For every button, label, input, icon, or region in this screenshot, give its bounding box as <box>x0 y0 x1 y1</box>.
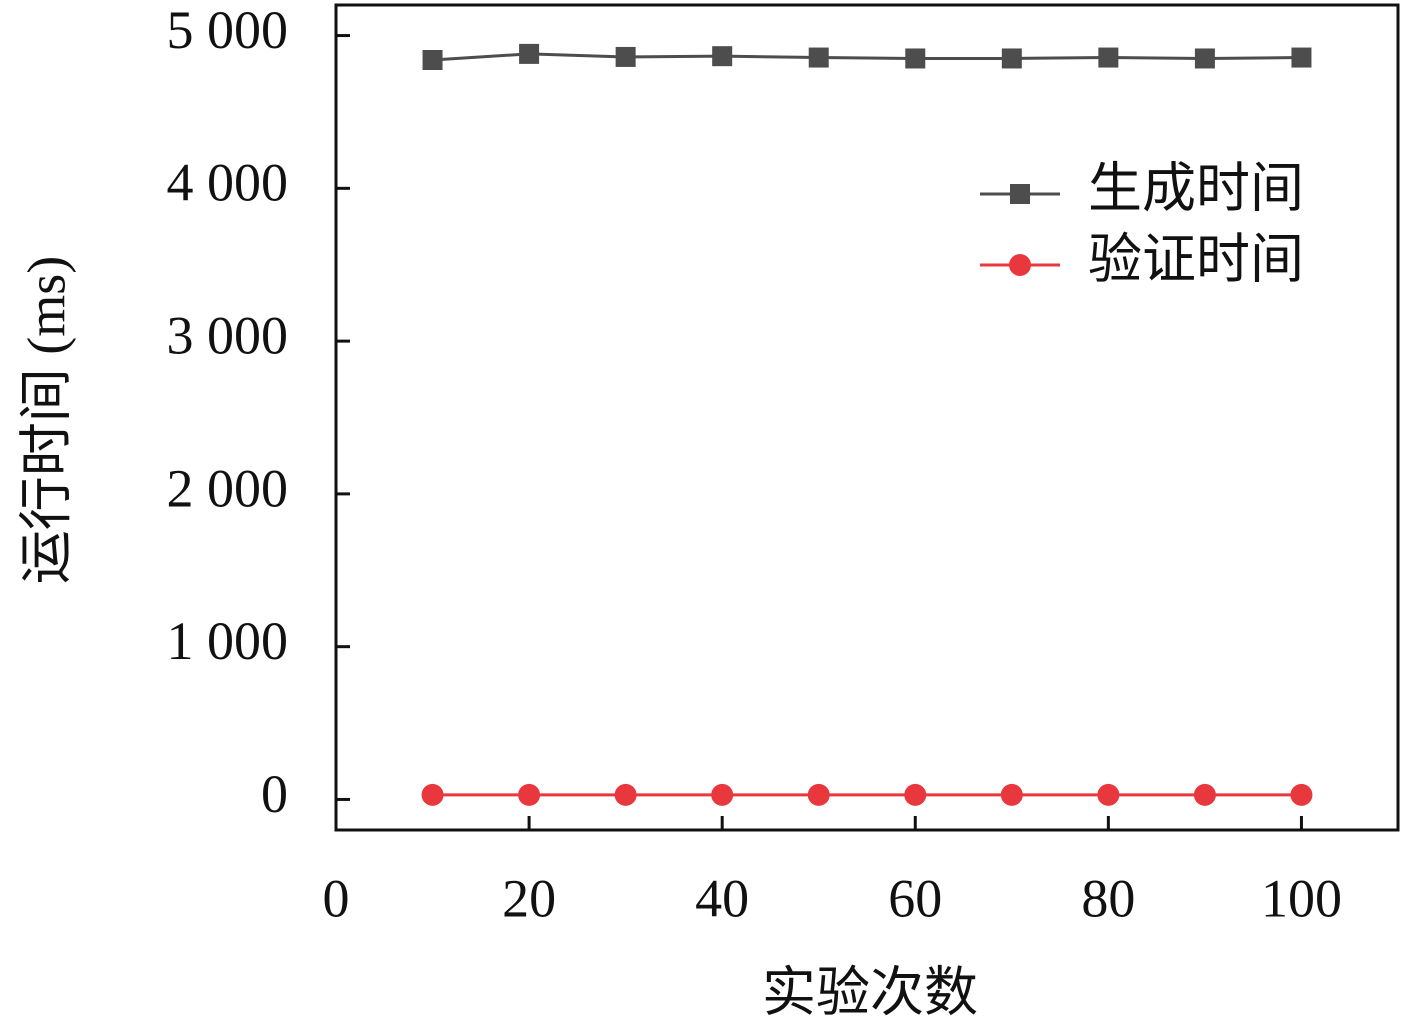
x-tick-label: 0 <box>323 868 350 928</box>
marker <box>1098 47 1119 68</box>
x-tick-label: 80 <box>1081 868 1135 928</box>
y-tick-label: 2 000 <box>167 458 289 518</box>
marker <box>421 783 444 806</box>
y-axis-label: 运行时间 (ms) <box>16 256 76 584</box>
marker <box>518 783 541 806</box>
marker <box>904 783 927 806</box>
x-tick-label: 100 <box>1261 868 1342 928</box>
marker <box>1193 783 1216 806</box>
marker <box>1009 254 1031 276</box>
marker <box>1001 48 1022 69</box>
marker <box>1000 783 1023 806</box>
y-tick-label: 0 <box>261 764 288 824</box>
marker <box>808 47 829 68</box>
marker <box>1010 184 1030 204</box>
x-tick-label: 20 <box>502 868 556 928</box>
marker <box>712 46 733 67</box>
y-tick-label: 5 000 <box>167 0 289 60</box>
marker <box>519 43 540 64</box>
x-tick-label: 40 <box>695 868 749 928</box>
marker <box>905 48 926 69</box>
legend-label: 验证时间 <box>1088 229 1304 289</box>
marker <box>1194 48 1215 69</box>
marker <box>807 783 830 806</box>
series-line <box>432 52 1302 62</box>
marker <box>614 783 637 806</box>
marker <box>711 783 734 806</box>
marker <box>1290 783 1313 806</box>
y-tick-label: 3 000 <box>167 306 289 366</box>
x-axis-label: 实验次数 <box>762 962 978 1022</box>
marker <box>1097 783 1120 806</box>
plot-frame <box>334 3 1400 832</box>
marker <box>422 50 443 70</box>
marker <box>615 46 636 67</box>
legend-label: 生成时间 <box>1088 158 1304 218</box>
y-tick-label: 4 000 <box>167 153 289 213</box>
x-tick-label: 60 <box>888 868 942 928</box>
marker <box>1291 47 1312 68</box>
y-tick-label: 1 000 <box>167 611 289 671</box>
